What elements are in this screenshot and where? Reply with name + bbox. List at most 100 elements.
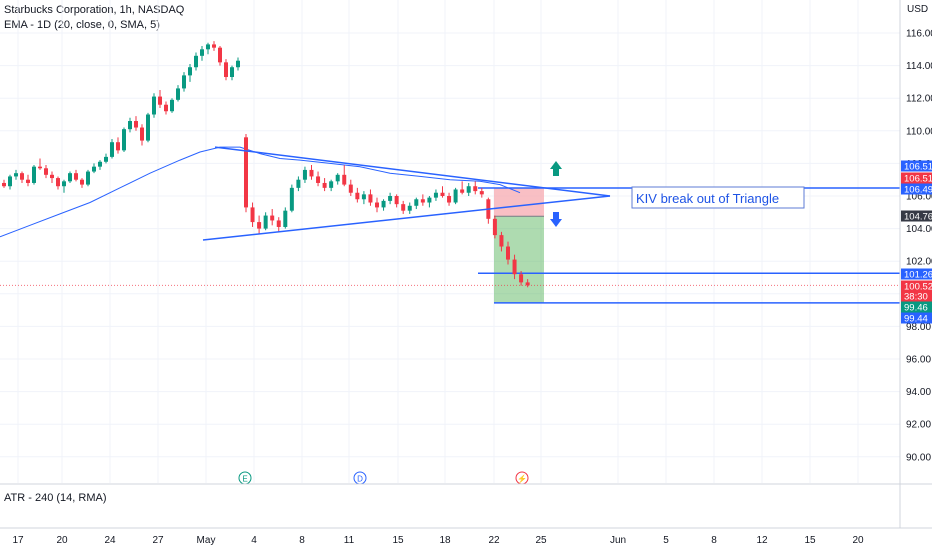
pane-dividers <box>0 0 932 529</box>
price-tag-label: 99.44 <box>904 314 928 325</box>
price-axis: 90.0092.0094.0096.0098.00100.00102.00104… <box>906 29 932 464</box>
candle-body <box>381 200 386 208</box>
x-tick-label: 4 <box>251 535 257 546</box>
price-tag-label: 104.76 <box>904 212 932 223</box>
candle-body <box>355 192 360 200</box>
candle-body <box>92 166 96 172</box>
x-tick-label: 22 <box>488 535 500 546</box>
candle-body <box>110 142 114 157</box>
up-arrow-icon <box>550 161 562 176</box>
take-profit-zone <box>494 216 544 303</box>
candle-body <box>74 173 78 180</box>
price-tag <box>901 183 932 195</box>
event-symbol: ⚡ <box>517 474 527 484</box>
candle-body <box>525 282 530 286</box>
x-tick-label: 17 <box>12 535 24 546</box>
candle-body <box>388 196 393 201</box>
candle-body <box>250 207 255 223</box>
candle-body <box>283 210 288 227</box>
candle-body <box>342 174 347 185</box>
price-tag <box>901 290 932 302</box>
y-tick-label: 90.00 <box>906 452 931 463</box>
direction-arrows <box>550 161 562 227</box>
candle-body <box>276 220 281 227</box>
candle-body <box>479 191 484 195</box>
candle-body <box>289 187 294 211</box>
candle-body <box>244 137 248 208</box>
candle-body <box>492 218 497 236</box>
price-tag-label: 106.51 <box>904 162 932 173</box>
candle-body <box>263 215 268 229</box>
y-tick-label: 94.00 <box>906 387 931 398</box>
candle-body <box>134 121 138 128</box>
candle-body <box>453 189 458 203</box>
candle-body <box>152 96 156 115</box>
x-tick-label: 15 <box>804 535 816 546</box>
candle-body <box>158 96 162 105</box>
y-tick-label: 102.00 <box>906 257 932 268</box>
time-axis: 17 20 24 27 May 4 8 11 15 18 22 25 Jun 5 8 12 15 20 <box>12 535 864 546</box>
price-tag <box>901 280 932 292</box>
candle-body <box>407 205 412 211</box>
currency-label: USD <box>907 4 929 15</box>
candles <box>2 41 530 288</box>
candle-body <box>322 182 327 188</box>
candle-body <box>206 44 210 50</box>
chart-title: Starbucks Corporation, 1h, NASDAQ <box>4 4 185 16</box>
candle-body <box>44 168 48 175</box>
candle-body <box>375 202 379 208</box>
candle-body <box>8 176 12 187</box>
candle-body <box>146 114 150 141</box>
candle-body <box>447 196 452 203</box>
candle-body <box>98 161 102 167</box>
price-tag-label: 101.26 <box>904 270 932 281</box>
y-tick-label: 110.00 <box>906 126 932 137</box>
candle-body <box>14 173 18 177</box>
candle-body <box>68 173 72 182</box>
event-symbol: E <box>242 475 247 484</box>
candle-body <box>519 274 524 283</box>
price-tag-label: 99.46 <box>904 303 928 314</box>
candle-body <box>466 186 471 193</box>
candle-body <box>270 215 275 221</box>
x-tick-label: 18 <box>439 535 451 546</box>
x-tick-label: 27 <box>152 535 164 546</box>
x-tick-label: 24 <box>104 535 116 546</box>
atr-label: ATR - 240 (14, RMA) <box>4 492 107 504</box>
candle-body <box>506 246 510 260</box>
y-tick-label: 104.00 <box>906 224 932 235</box>
x-tick-label: 12 <box>756 535 768 546</box>
candle-body <box>20 173 24 180</box>
candle-body <box>335 174 340 182</box>
y-tick-label: 114.00 <box>906 61 932 72</box>
candle-body <box>414 199 419 206</box>
y-tick-label: 112.00 <box>906 94 932 105</box>
candle-body <box>38 166 42 169</box>
price-tag-label: 106.51 <box>904 174 932 185</box>
candle-body <box>182 75 186 89</box>
x-tick-label: 5 <box>663 535 669 546</box>
candle-body <box>348 184 353 193</box>
candle-body <box>361 194 366 200</box>
x-tick-label: 20 <box>56 535 68 546</box>
candle-body <box>194 55 198 68</box>
candle-body <box>427 197 432 203</box>
candle-body <box>401 204 406 211</box>
candle-body <box>218 47 222 63</box>
candle-body <box>212 44 216 48</box>
indicator-label: EMA - 1D (20, close, 0, SMA, 5) <box>4 19 160 31</box>
trendline <box>202 195 611 241</box>
y-tick-label: 92.00 <box>906 420 931 431</box>
candle-body <box>473 186 478 192</box>
price-tag-label: 100.52 <box>904 282 932 293</box>
candle-body <box>200 49 204 56</box>
candle-body <box>316 176 321 183</box>
x-tick-label: 11 <box>344 535 355 546</box>
candle-body <box>433 192 438 198</box>
price-tag <box>901 301 932 313</box>
event-symbol: D <box>357 475 363 484</box>
candle-body <box>188 67 192 76</box>
price-tag <box>901 268 932 280</box>
candle-body <box>32 166 36 183</box>
